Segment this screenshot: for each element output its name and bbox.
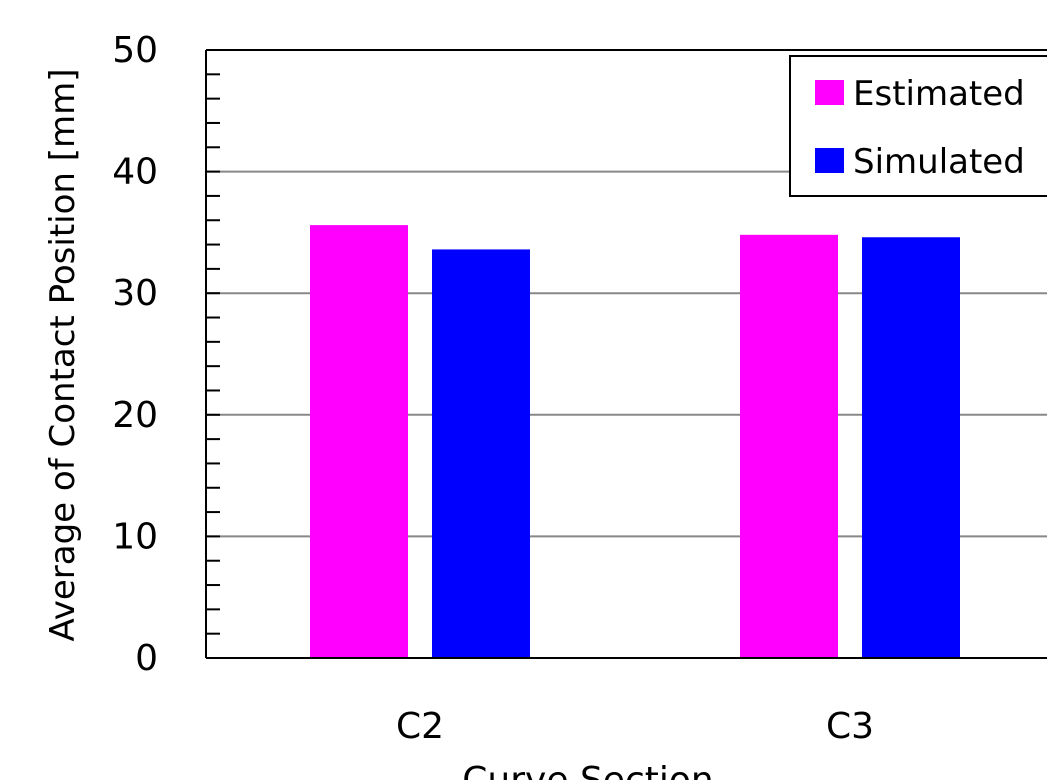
- x-tick-label: C3: [826, 706, 874, 747]
- y-axis-ticks: 0 10 20 30 40 50: [112, 30, 220, 679]
- y-tick-label: 30: [112, 273, 158, 314]
- x-axis-ticks: C2 C3: [396, 706, 874, 747]
- y-axis-label: Average of Contact Position [mm]: [43, 68, 83, 641]
- bar-simulated-c2: [432, 249, 530, 658]
- y-tick-label: 20: [112, 395, 158, 436]
- legend-label-estimated: Estimated: [853, 74, 1025, 114]
- x-tick-label: C2: [396, 706, 444, 747]
- legend-swatch-simulated: [815, 148, 844, 173]
- y-tick-label: 50: [112, 30, 158, 71]
- bars: [310, 225, 960, 659]
- axes: [205, 49, 1047, 659]
- bar-estimated-c3: [740, 234, 838, 658]
- legend-swatch-estimated: [815, 80, 844, 105]
- x-axis-label: Curve Section: [462, 760, 713, 780]
- y-tick-label: 10: [112, 516, 158, 557]
- bar-simulated-c3: [862, 237, 960, 659]
- legend: Estimated Simulated: [789, 55, 1047, 197]
- y-tick-label: 40: [112, 152, 158, 193]
- bar-estimated-c2: [310, 225, 408, 658]
- legend-label-simulated: Simulated: [853, 142, 1025, 182]
- y-tick-label: 0: [135, 638, 158, 679]
